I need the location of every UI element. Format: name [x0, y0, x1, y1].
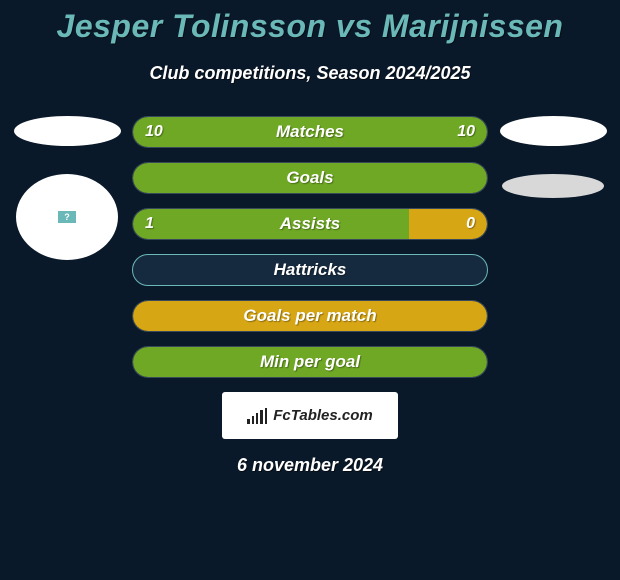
player-avatar-left: ? [16, 174, 118, 260]
stat-bar: Goals [132, 162, 488, 194]
stat-bar: Hattricks [132, 254, 488, 286]
stat-bar: Goals per match [132, 300, 488, 332]
flag-icon: ? [56, 209, 78, 225]
bar-value-left: 10 [145, 117, 163, 147]
brand-bar [265, 408, 267, 424]
brand-box: FcTables.com [222, 392, 398, 439]
brand-bar [247, 419, 249, 424]
brand-bar [260, 410, 262, 424]
date-label: 6 november 2024 [0, 455, 620, 476]
infographic-container: Jesper Tolinsson vs Marijnissen Club com… [0, 0, 620, 476]
left-player-column: ? [8, 116, 126, 378]
bar-label: Goals [133, 163, 487, 193]
brand-text: FcTables.com [273, 407, 372, 424]
bar-value-right: 10 [457, 117, 475, 147]
player-name-ellipse-left [14, 116, 121, 146]
brand-bar [252, 416, 254, 424]
stat-bars: Matches1010GoalsAssists10HattricksGoals … [126, 116, 494, 378]
main-content: ? Matches1010GoalsAssists10HattricksGoal… [0, 116, 620, 378]
subtitle: Club competitions, Season 2024/2025 [0, 63, 620, 84]
bar-label: Goals per match [133, 301, 487, 331]
stat-bar: Assists1 0 [132, 208, 488, 240]
stat-bar: Min per goal [132, 346, 488, 378]
bar-value-right: 0 [466, 209, 475, 239]
brand-bar [256, 413, 258, 424]
bar-label: Matches [133, 117, 487, 147]
bar-value-left: 1 [145, 209, 154, 239]
page-title: Jesper Tolinsson vs Marijnissen [0, 8, 620, 45]
player-avatar-right [502, 174, 604, 198]
bar-label: Hattricks [133, 255, 487, 285]
player-name-ellipse-right [500, 116, 607, 146]
bar-label: Min per goal [133, 347, 487, 377]
bar-label: Assists [133, 209, 487, 239]
stat-bar: Matches10 10 [132, 116, 488, 148]
brand-chart-icon [247, 408, 267, 424]
right-player-column [494, 116, 612, 378]
